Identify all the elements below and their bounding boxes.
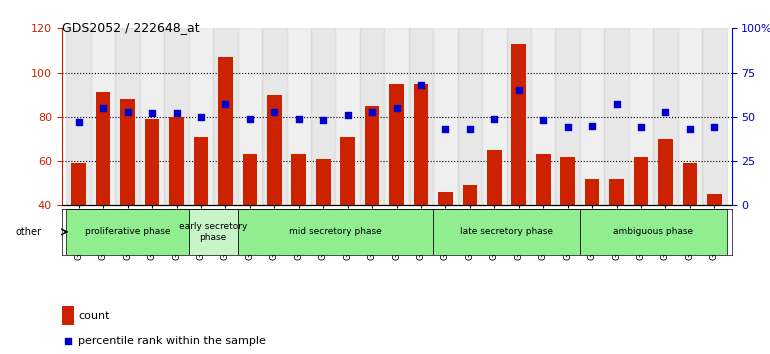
Bar — [463, 185, 477, 205]
Bar — [243, 154, 257, 205]
Bar — [316, 159, 330, 205]
Bar — [457, 28, 482, 205]
Point — [62, 338, 74, 343]
Bar — [434, 28, 457, 205]
Bar — [389, 84, 404, 205]
Text: late secretory phase: late secretory phase — [460, 227, 553, 236]
Bar — [702, 28, 727, 205]
Bar — [91, 28, 116, 205]
Text: count: count — [79, 311, 110, 321]
Bar — [95, 92, 111, 205]
Bar — [584, 179, 600, 205]
Bar — [120, 99, 135, 205]
Bar — [262, 28, 286, 205]
Text: early secretory
phase: early secretory phase — [179, 222, 247, 241]
Point — [513, 87, 525, 93]
Bar — [66, 209, 189, 255]
Point — [440, 126, 452, 132]
Bar — [531, 28, 555, 205]
Bar — [707, 194, 721, 205]
Bar — [66, 28, 91, 205]
Point — [537, 118, 550, 123]
Bar — [487, 150, 502, 205]
Bar — [604, 28, 629, 205]
Point — [268, 109, 280, 114]
Point — [317, 118, 330, 123]
Bar — [311, 28, 336, 205]
Text: percentile rank within the sample: percentile rank within the sample — [79, 336, 266, 346]
Point — [586, 123, 598, 129]
Point — [708, 125, 721, 130]
Bar — [555, 28, 580, 205]
Bar — [409, 28, 434, 205]
Bar — [116, 28, 140, 205]
Bar — [267, 95, 282, 205]
Bar — [340, 137, 355, 205]
Bar — [164, 28, 189, 205]
Bar — [580, 28, 604, 205]
Point — [415, 82, 427, 88]
Point — [561, 125, 574, 130]
Bar — [413, 84, 428, 205]
Bar — [507, 28, 531, 205]
Bar — [653, 28, 678, 205]
Text: mid secretory phase: mid secretory phase — [289, 227, 382, 236]
Bar — [169, 117, 184, 205]
Point — [243, 116, 256, 121]
Point — [611, 102, 623, 107]
Bar — [238, 28, 262, 205]
Bar — [365, 106, 380, 205]
Bar — [682, 163, 698, 205]
Bar — [434, 209, 580, 255]
Point — [97, 105, 109, 111]
Bar — [511, 44, 526, 205]
Point — [72, 119, 85, 125]
Bar — [536, 154, 551, 205]
Bar — [580, 209, 727, 255]
Point — [464, 126, 476, 132]
Point — [659, 109, 671, 114]
Point — [684, 126, 696, 132]
Point — [195, 114, 207, 120]
Bar — [384, 28, 409, 205]
Point — [366, 109, 378, 114]
Point — [635, 125, 648, 130]
Bar — [360, 28, 384, 205]
Point — [341, 112, 353, 118]
Bar — [438, 192, 453, 205]
Bar — [145, 119, 159, 205]
Text: GDS2052 / 222648_at: GDS2052 / 222648_at — [62, 21, 199, 34]
Bar — [482, 28, 507, 205]
Point — [390, 105, 403, 111]
Bar — [286, 28, 311, 205]
Point — [488, 116, 500, 121]
Point — [219, 102, 232, 107]
Bar — [218, 57, 233, 205]
Text: ambiguous phase: ambiguous phase — [613, 227, 693, 236]
Bar — [72, 163, 86, 205]
Bar — [561, 156, 575, 205]
Bar — [629, 28, 653, 205]
Bar — [658, 139, 673, 205]
Bar — [609, 179, 624, 205]
Bar — [336, 28, 360, 205]
Point — [146, 110, 158, 116]
Point — [122, 109, 134, 114]
Point — [293, 116, 305, 121]
Bar — [189, 209, 238, 255]
Bar — [238, 209, 434, 255]
Bar — [213, 28, 238, 205]
Bar — [140, 28, 164, 205]
Bar — [291, 154, 306, 205]
Bar — [634, 156, 648, 205]
Bar — [678, 28, 702, 205]
Text: other: other — [15, 227, 42, 237]
Point — [170, 110, 182, 116]
Bar — [189, 28, 213, 205]
Bar — [62, 306, 74, 325]
Text: proliferative phase: proliferative phase — [85, 227, 170, 236]
Bar — [193, 137, 209, 205]
